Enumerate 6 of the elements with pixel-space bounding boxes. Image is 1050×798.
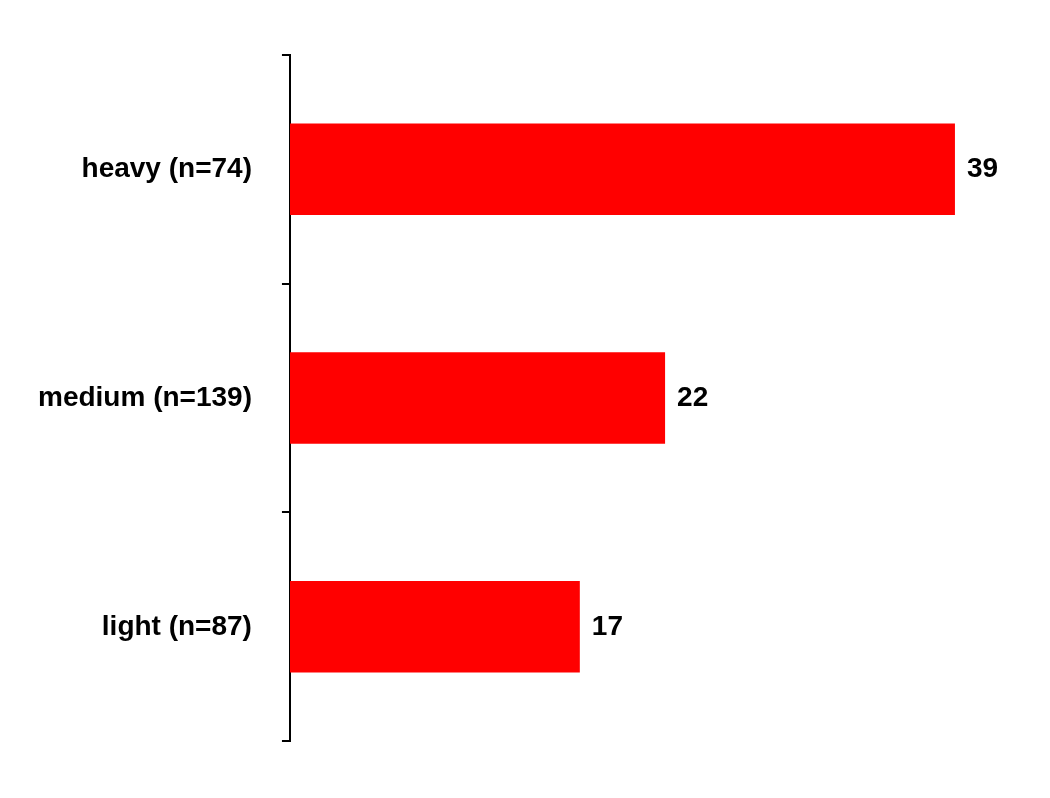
data-label: 22 bbox=[677, 380, 709, 412]
y-tick-label: heavy (n=74) bbox=[81, 151, 252, 183]
data-label: 17 bbox=[591, 609, 623, 641]
data-label: 39 bbox=[966, 151, 999, 183]
y-tick-label: light (n=87) bbox=[101, 609, 252, 641]
y-tick-label: medium (n=139) bbox=[38, 380, 252, 412]
